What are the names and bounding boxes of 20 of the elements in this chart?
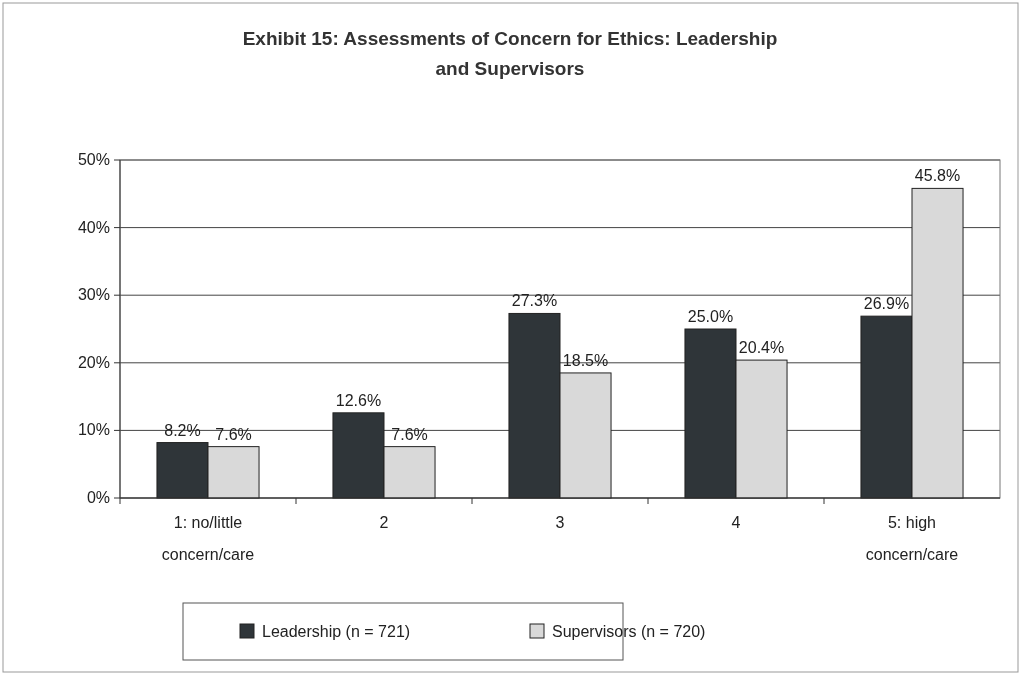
y-tick-label: 0% [86,489,110,506]
y-tick-label: 20% [77,353,110,371]
x-tick-label: 2 [379,514,389,531]
data-label: 26.9% [863,295,910,313]
data-label: 25.0% [687,308,734,325]
legend-label: Supervisors (n = 720) [552,623,706,640]
x-tick-label: 4 [731,514,741,531]
chart-title: Exhibit 15: Assessments of Concern for Ethics: Leadership and Supervisors [242,28,778,79]
y-tick-label: 30% [77,286,110,304]
y-tick-label: 10% [77,421,110,439]
legend-label: Leadership (n = 721) [262,623,411,640]
y-tick-label: 50% [77,151,110,168]
data-label: 20.4% [738,339,785,357]
data-label: 27.3% [511,292,558,310]
x-tick-label: 1: no/little concern/care [161,514,255,563]
x-tick-label: 5: high concern/care [865,514,959,563]
data-label: 12.6% [335,391,382,409]
data-label: 45.8% [914,167,961,185]
y-tick-label: 40% [77,218,110,236]
x-tick-label: 3 [555,514,565,531]
